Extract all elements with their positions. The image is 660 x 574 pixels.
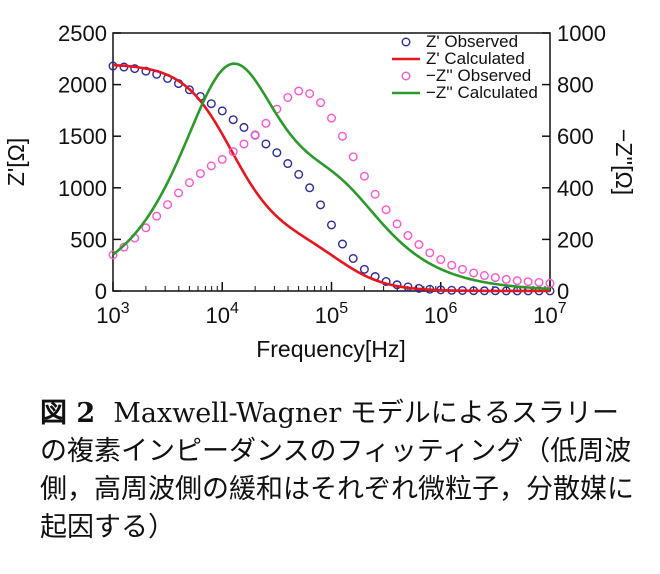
data-point [392, 219, 402, 229]
x-tick-label: 107 [533, 300, 566, 328]
data-point [403, 231, 413, 241]
right-axis-ticks: 0 200 400 600 800 1000 [542, 21, 606, 304]
data-point [228, 115, 238, 125]
x-tick-label: 105 [315, 300, 348, 328]
data-point [184, 85, 194, 95]
data-point [141, 223, 151, 233]
data-point [184, 178, 194, 188]
data-point [305, 89, 315, 99]
data-point [206, 99, 216, 109]
x-axis-label: Frequency[Hz] [256, 336, 406, 362]
legend-marker [401, 37, 411, 47]
legend-label: −Z'' Calculated [426, 83, 538, 102]
data-point [534, 277, 544, 287]
data-point [305, 183, 315, 193]
figure-caption: 図 2 Maxwell-Wagner モデルによるスラリーの複素インピーダンスのフ… [40, 395, 640, 547]
data-point [490, 273, 500, 283]
data-point [239, 122, 249, 132]
data-point [523, 277, 533, 287]
data-point [381, 205, 391, 215]
data-point [316, 98, 326, 108]
legend-label: Z' Observed [426, 32, 518, 51]
data-point [217, 106, 227, 116]
right-tick-label: 400 [557, 176, 594, 201]
data-point [337, 131, 347, 141]
data-point [359, 171, 369, 181]
data-point [327, 220, 337, 230]
caption-text: Maxwell-Wagner モデルによるスラリーの複素インピーダンスのフィッテ… [40, 398, 634, 543]
right-tick-label: 0 [557, 279, 569, 304]
data-point [327, 113, 337, 123]
right-y-axis-label: −Z''[Ω] [611, 129, 637, 195]
left-tick-label: 0 [95, 279, 107, 304]
data-point [250, 130, 260, 140]
data-point [261, 139, 271, 149]
left-tick-label: 500 [70, 227, 107, 252]
data-point [457, 264, 467, 274]
data-point [545, 278, 555, 288]
data-point [108, 250, 118, 260]
impedance-chart: 0 500 1000 1500 2000 2500 0 200 400 600 800 1000 1… [3, 21, 637, 362]
data-point [239, 139, 249, 149]
data-point [316, 200, 326, 210]
data-point [294, 169, 304, 179]
x-tick-label: 106 [424, 300, 457, 328]
legend-marker [401, 71, 411, 81]
data-point [414, 240, 424, 250]
series-line--z-calculated [112, 62, 551, 291]
data-point [447, 260, 457, 270]
x-tick-label: 103 [96, 300, 129, 328]
left-y-axis-label: Z'[Ω] [3, 138, 29, 186]
data-point [272, 148, 282, 158]
data-point [348, 253, 358, 263]
legend-label: −Z'' Observed [426, 66, 531, 85]
right-tick-label: 800 [557, 73, 594, 98]
data-point [206, 161, 216, 171]
data-point [436, 255, 446, 265]
left-axis-ticks: 0 500 1000 1500 2000 2500 [58, 21, 121, 304]
data-point [337, 239, 347, 249]
legend-label: Z' Calculated [426, 49, 525, 68]
data-point [217, 154, 227, 164]
x-tick-label: 104 [206, 300, 239, 328]
data-point [261, 118, 271, 128]
left-tick-label: 1500 [58, 124, 107, 149]
data-point [152, 211, 162, 221]
data-point [294, 86, 304, 96]
x-axis-ticks: 103 104 105 106 107 [96, 282, 567, 328]
data-point [283, 92, 293, 102]
data-point [283, 159, 293, 169]
series-layer [108, 61, 555, 296]
left-tick-label: 2500 [58, 21, 107, 46]
right-tick-label: 600 [557, 124, 594, 149]
data-point [163, 200, 173, 210]
data-point [174, 188, 184, 198]
data-point [469, 268, 479, 278]
data-point [425, 248, 435, 258]
left-tick-label: 1000 [58, 176, 107, 201]
series-line-z-calculated [112, 63, 550, 293]
right-tick-label: 200 [557, 227, 594, 252]
left-tick-label: 2000 [58, 73, 107, 98]
data-point [359, 264, 369, 274]
figure-label: 図 2 [40, 398, 96, 429]
data-point [479, 271, 489, 281]
data-point [501, 274, 511, 284]
right-tick-label: 1000 [557, 21, 606, 46]
data-point [348, 152, 358, 162]
data-point [195, 169, 205, 179]
data-point [370, 189, 380, 199]
data-point [228, 147, 238, 157]
data-point [512, 276, 522, 286]
